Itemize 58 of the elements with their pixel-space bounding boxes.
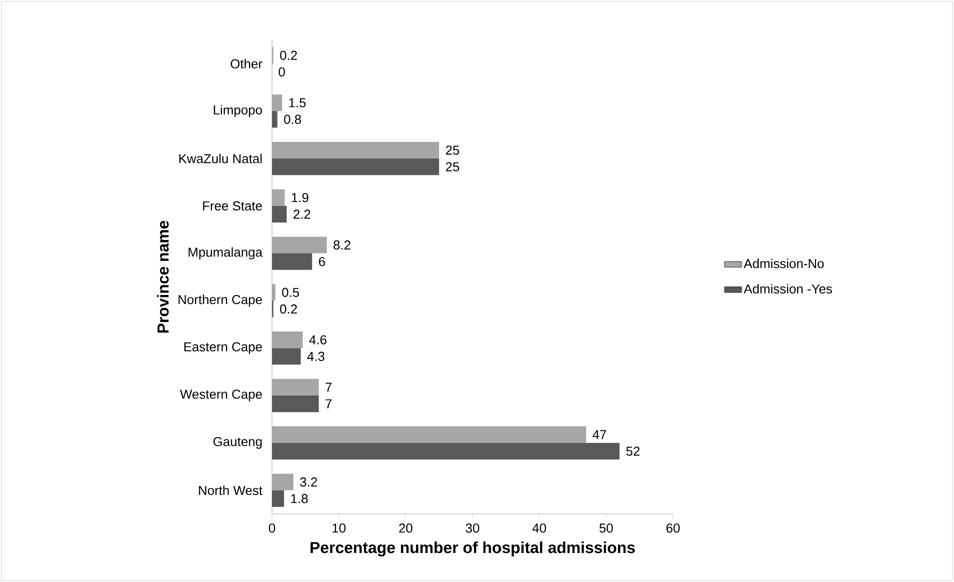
data-label: 0 [278,67,285,77]
bar [272,490,284,507]
bar [272,253,312,270]
legend-label: Admission -Yes [744,284,832,294]
y-tick-label: Gauteng [213,437,262,449]
bar [272,236,327,254]
data-label: 1.8 [291,494,308,504]
y-axis-title: Province name [157,220,169,333]
y-tick-label: Eastern Cape [184,342,262,354]
bar [272,395,319,412]
data-label: 2.2 [294,210,310,219]
x-tick-label: 30 [466,524,480,533]
y-tick-label: Limpopo [214,105,262,118]
data-label: 47 [592,430,606,440]
data-label: 7 [326,382,332,392]
data-label: 25 [446,146,460,155]
bar [272,331,303,348]
data-label: 0.2 [280,50,297,60]
x-tick-label: 20 [399,524,412,533]
bar [272,442,620,460]
data-label: 3.2 [300,477,317,487]
bar [272,158,440,176]
y-tick-label: North West [199,486,262,496]
bar [272,189,285,206]
data-label: 25 [446,162,460,172]
bar [272,474,294,490]
y-tick-label: Northern Cape [178,294,262,307]
bar [272,426,586,443]
y-tick-label: Other [230,58,262,68]
bar [272,348,301,365]
y-tick-label: Mpumalanga [188,247,262,260]
x-tick-label: 50 [599,524,613,533]
x-axis-title: Percentage number of hospital admissions [310,542,635,556]
x-tick-label: 40 [532,524,546,533]
bar [272,142,440,158]
bar [272,111,278,128]
data-label: 8.2 [334,240,350,250]
data-label: 1.9 [292,193,308,202]
bar [272,378,319,396]
x-tick-label: 10 [332,524,346,533]
data-label: 1.5 [289,98,306,108]
data-label: 7 [326,399,332,408]
data-label: 4.3 [307,352,324,361]
data-label: 0.5 [282,288,300,297]
bar [272,284,276,301]
bar [272,94,282,112]
legend-label: Admission-No [744,258,824,268]
data-label: 6 [318,256,325,266]
data-label: 0.2 [280,304,297,314]
y-tick-label: KwaZulu Natal [179,154,262,164]
y-tick-label: Free State [203,201,262,210]
x-tick-label: 0 [268,524,276,533]
x-tick-label: 60 [666,524,680,533]
y-tick-label: Western Cape [180,390,262,402]
data-label: 52 [626,446,640,456]
bar [272,206,287,222]
data-label: 0.8 [284,114,301,124]
data-label: 4.6 [309,335,326,344]
